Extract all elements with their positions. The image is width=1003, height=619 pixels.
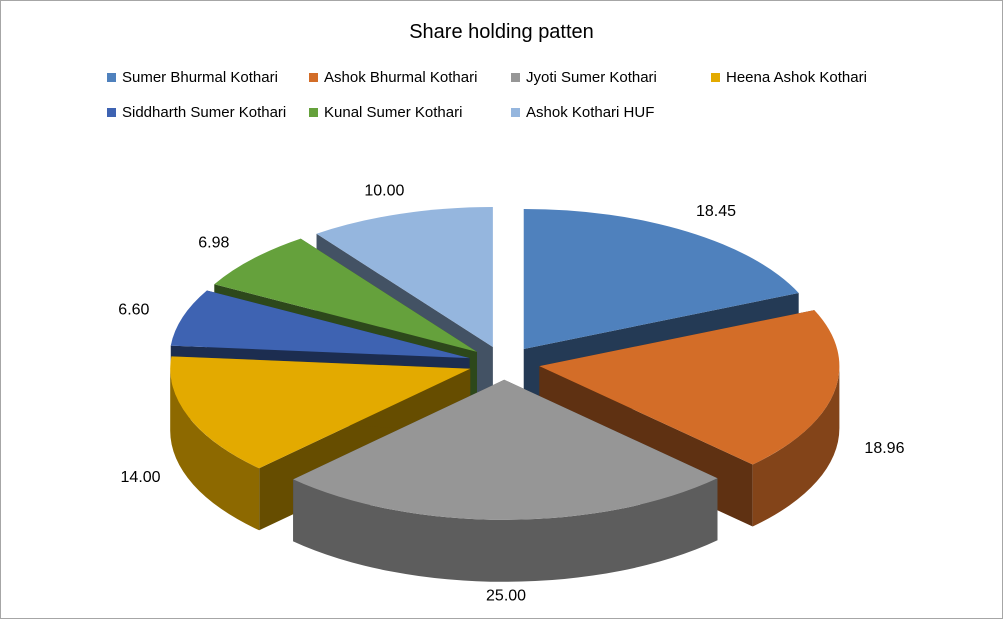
data-label-2: 25.00 xyxy=(486,588,526,605)
legend-item-sumer-bhurmal-kothari: Sumer Bhurmal Kothari xyxy=(107,67,278,87)
pie-slice-outer-wall xyxy=(170,368,260,531)
data-label-6: 10.00 xyxy=(364,182,404,199)
legend-swatch xyxy=(107,107,116,117)
pie-slice-top xyxy=(170,356,471,469)
legend-swatch xyxy=(309,72,318,82)
pie-slice-top xyxy=(293,379,718,520)
pie-slice-top xyxy=(214,238,478,352)
pie-slice-top xyxy=(539,310,840,465)
legend-item-kunal-sumer-kothari: Kunal Sumer Kothari xyxy=(309,102,462,122)
legend-swatch xyxy=(511,72,520,82)
data-label-1: 18.96 xyxy=(864,440,904,457)
legend-item-ashok-bhurmal-kothari: Ashok Bhurmal Kothari xyxy=(309,67,477,87)
pie-slice-top xyxy=(170,290,470,359)
pie-slice-2 xyxy=(293,379,718,582)
legend-swatch xyxy=(711,72,720,82)
legend-item-siddharth-sumer-kothari: Siddharth Sumer Kothari xyxy=(107,102,286,122)
legend-item-jyoti-sumer-kothari: Jyoti Sumer Kothari xyxy=(511,67,657,87)
data-label-4: 6.60 xyxy=(118,301,149,318)
legend-label: Siddharth Sumer Kothari xyxy=(122,103,287,121)
legend-swatch xyxy=(511,107,520,117)
legend-label: Ashok Kothari HUF xyxy=(526,103,655,121)
pie-slice-top xyxy=(523,208,799,349)
legend-label: Kunal Sumer Kothari xyxy=(324,103,463,121)
legend-label: Sumer Bhurmal Kothari xyxy=(122,68,278,86)
legend-item-heena-ashok-kothari: Heena Ashok Kothari xyxy=(711,67,867,87)
legend-item-ashok-kothari-huf: Ashok Kothari HUF xyxy=(511,102,654,122)
data-label-0: 18.45 xyxy=(696,203,736,220)
data-label-3: 14.00 xyxy=(121,469,161,486)
chart-title: Share holding patten xyxy=(409,21,594,43)
pie-slice-outer-wall xyxy=(293,478,718,582)
data-label-5: 6.98 xyxy=(198,235,229,252)
pie-slice-top xyxy=(316,207,493,348)
legend-label: Jyoti Sumer Kothari xyxy=(526,68,657,86)
pie-slice-outer-wall xyxy=(752,366,840,527)
legend-swatch xyxy=(107,72,116,82)
legend-swatch xyxy=(309,107,318,117)
legend-label: Ashok Bhurmal Kothari xyxy=(324,68,478,86)
legend-label: Heena Ashok Kothari xyxy=(726,68,867,86)
